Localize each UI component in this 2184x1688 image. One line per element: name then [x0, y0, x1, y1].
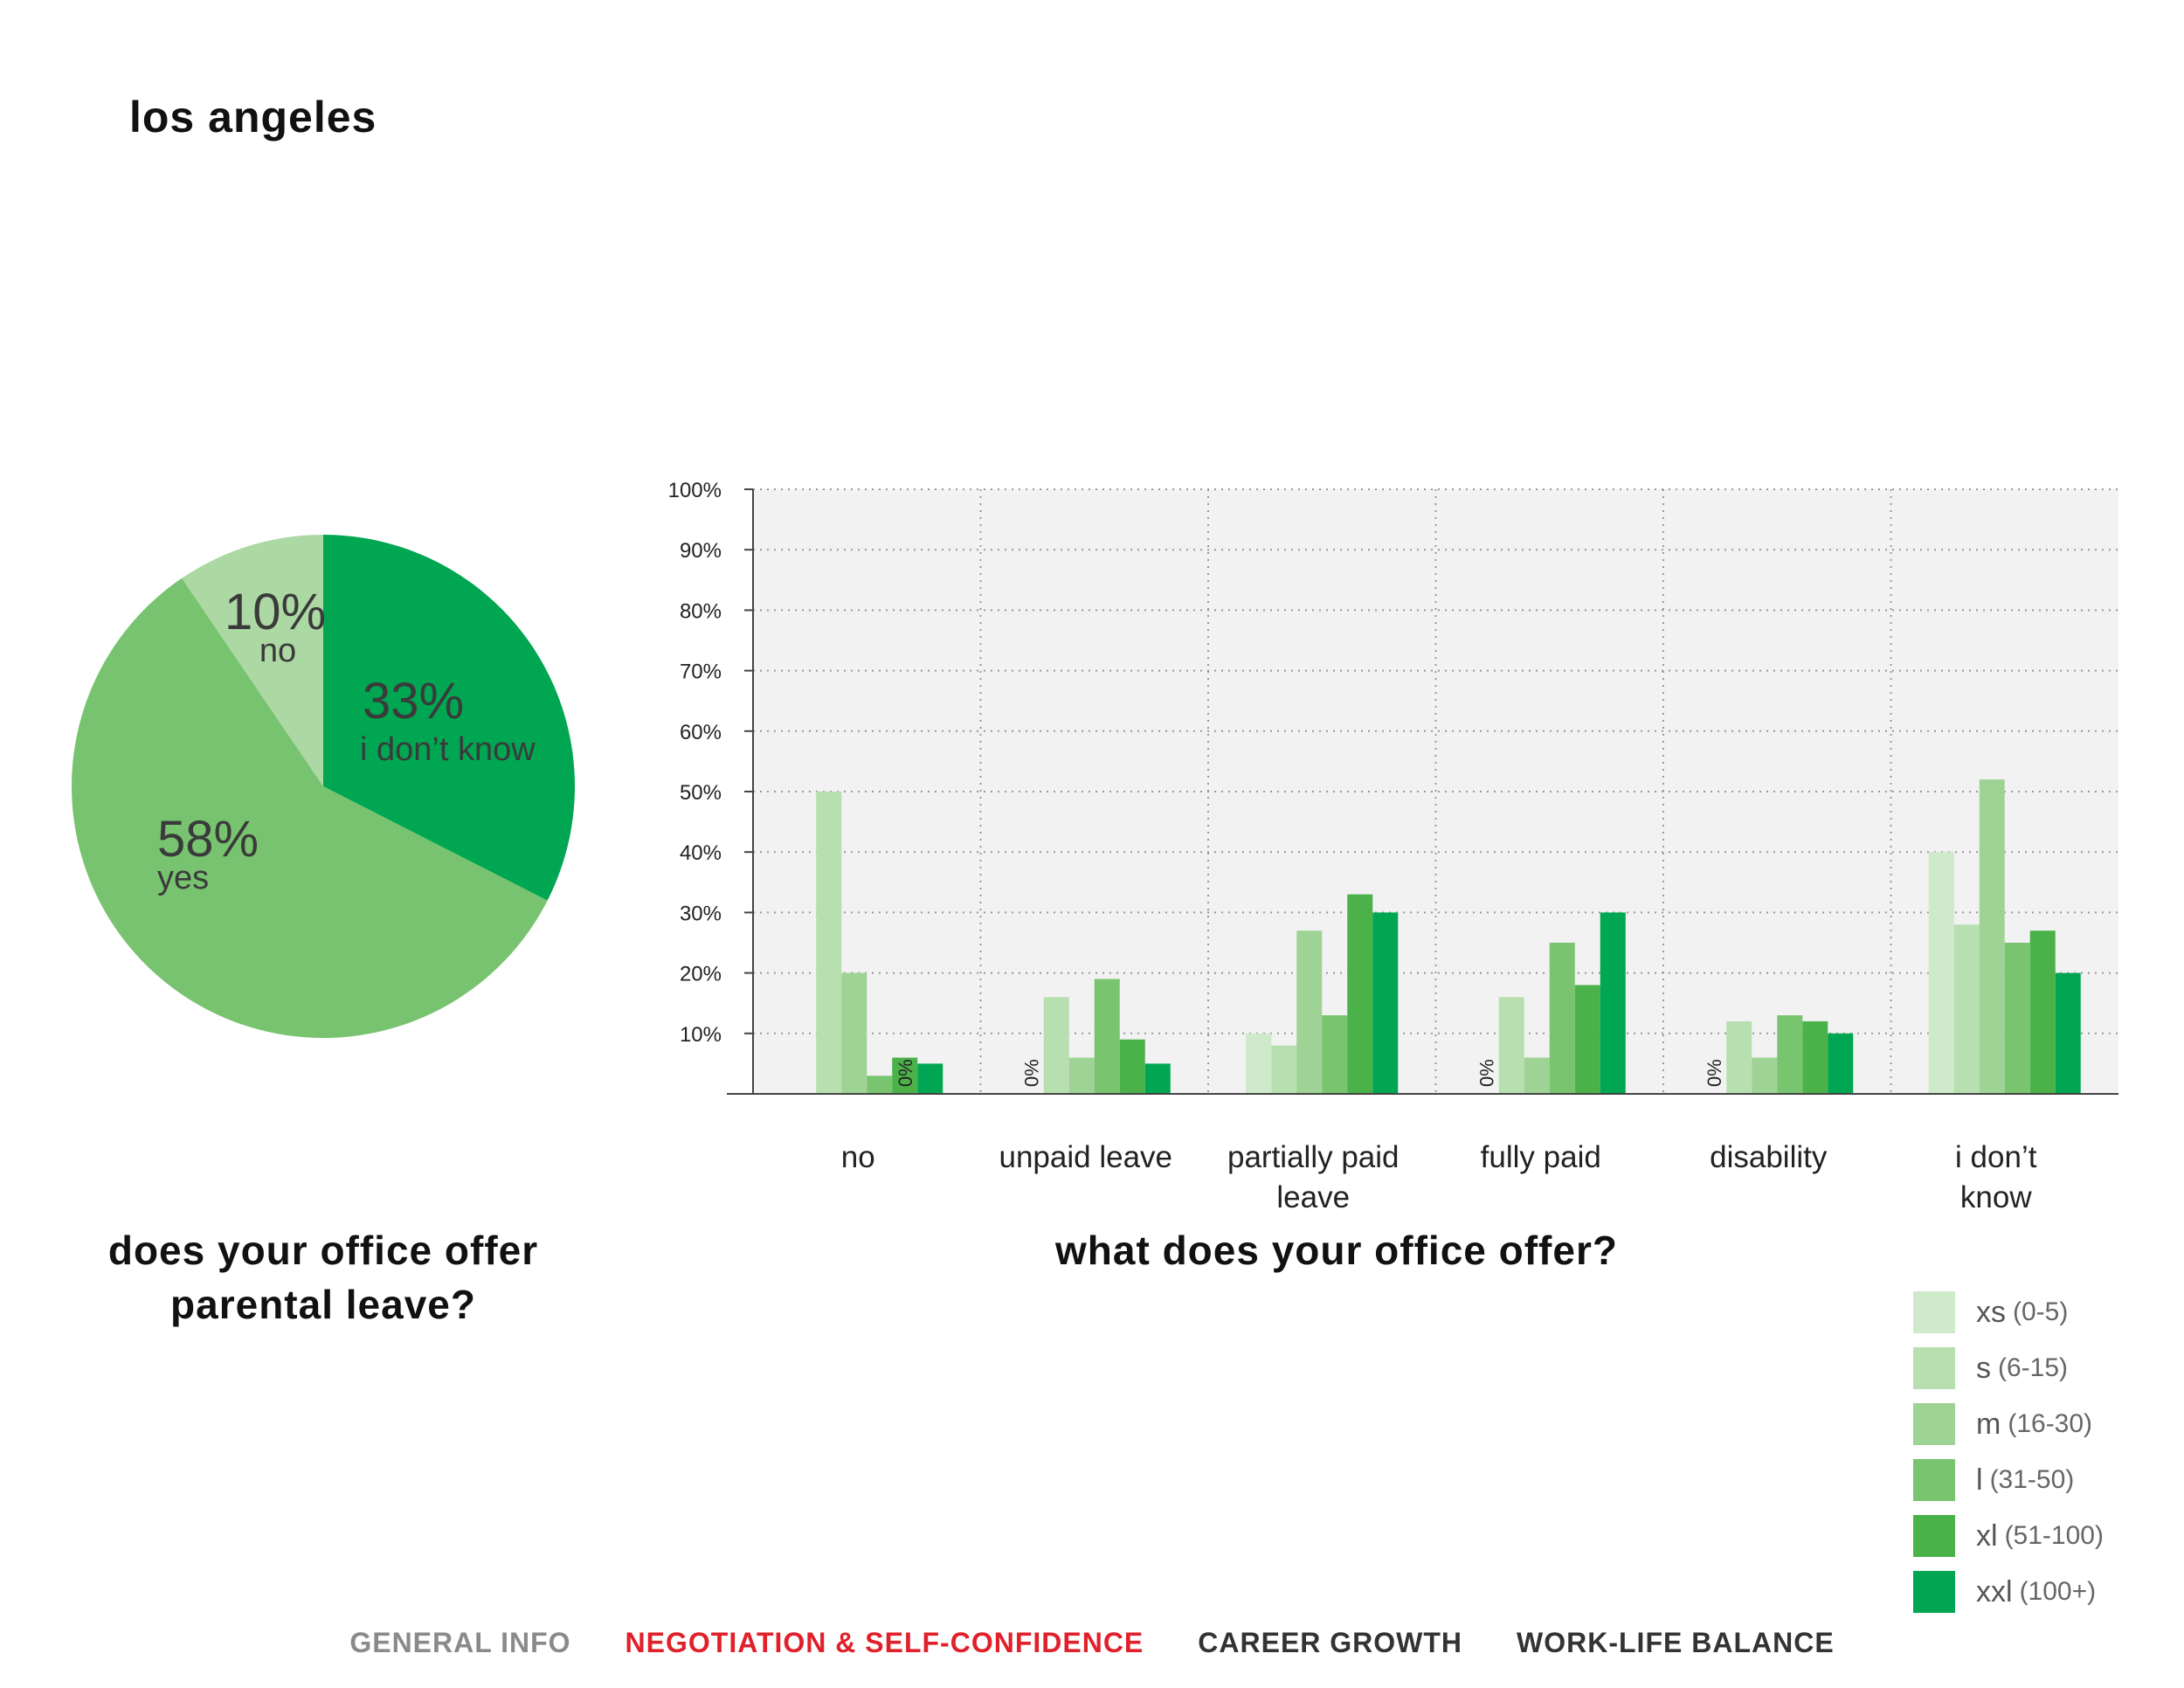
bar-xxl-0	[917, 1063, 943, 1094]
bar-xl-0	[892, 1057, 918, 1094]
y-tick-label: 70%	[680, 661, 722, 684]
pie-slice-i-don-t-know	[323, 535, 575, 901]
nav-career-growth[interactable]: CAREER GROWTH	[1198, 1627, 1463, 1658]
bar-xl-2	[1347, 894, 1373, 1094]
bar-m-3	[1524, 1057, 1550, 1094]
bar-s-1	[1043, 997, 1069, 1094]
bar-xs-5	[1928, 852, 1954, 1094]
x-category-label: fully paid	[1481, 1140, 1601, 1174]
pie-slice-yes	[71, 578, 548, 1038]
bar-l-4	[1777, 1015, 1803, 1094]
bar-xl-4	[1802, 1020, 1828, 1094]
legend-swatch	[1913, 1571, 1955, 1613]
legend-range: (31-50)	[1989, 1465, 2075, 1494]
y-tick-label: 20%	[680, 963, 722, 986]
bar-l-3	[1549, 943, 1575, 1094]
pie-pct-label: 10%	[225, 584, 326, 640]
zero-value-label: 0%	[1704, 1059, 1725, 1087]
legend-item-xs: xs (0-5)	[1913, 1284, 2140, 1340]
page-title: los angeles	[129, 93, 377, 142]
bar-xxl-2	[1372, 912, 1399, 1094]
x-category-label: leave	[1276, 1180, 1350, 1214]
legend-label: xxl	[1976, 1574, 2013, 1608]
legend-item-xxl: xxl (100+)	[1913, 1564, 2140, 1620]
bar-l-1	[1094, 979, 1120, 1094]
legend-label: xs	[1976, 1295, 2006, 1329]
nav-general-info[interactable]: GENERAL INFO	[349, 1627, 571, 1658]
pie-pct-label: 33%	[363, 673, 464, 730]
pie-category-label: yes	[157, 860, 209, 896]
bar-m-2	[1296, 930, 1323, 1094]
bar-xxl-1	[1144, 1063, 1171, 1094]
legend-label: l	[1976, 1463, 1983, 1497]
legend-swatch	[1913, 1515, 1955, 1557]
legend-range: (100+)	[2019, 1577, 2097, 1606]
pie-question-title: does your office offer parental leave?	[107, 1228, 539, 1327]
bar-xxl-4	[1828, 1033, 1854, 1094]
legend-item-l: l (31-50)	[1913, 1452, 2140, 1508]
x-category-label: partially paid	[1227, 1140, 1400, 1174]
bar-xl-5	[2029, 930, 2056, 1094]
bar-xxl-5	[2055, 972, 2081, 1094]
bar-m-5	[1979, 779, 2005, 1094]
y-tick-label: 90%	[680, 539, 722, 563]
legend-label: s	[1976, 1351, 1991, 1385]
bar-xl-3	[1574, 985, 1600, 1094]
y-tick-label: 10%	[680, 1023, 722, 1047]
chart-legend: xs (0-5) s (6-15) m (16-30) l (31-50) xl (51-100)…	[1913, 1284, 2140, 1620]
y-tick-label: 40%	[680, 841, 722, 865]
nav-work-life-balance[interactable]: WORK-LIFE BALANCE	[1517, 1627, 1835, 1658]
zero-value-label: 0%	[1020, 1059, 1042, 1087]
legend-item-s: s (6-15)	[1913, 1340, 2140, 1396]
legend-range: (16-30)	[2008, 1409, 2093, 1438]
legend-swatch	[1913, 1459, 1955, 1501]
pie-chart: 33%i don’t know 58%yes 10%no	[71, 535, 575, 1038]
bar-s-3	[1498, 997, 1524, 1094]
pie-category-label: no	[259, 633, 296, 669]
bar-s-2	[1271, 1045, 1297, 1094]
pie-category-label: i don’t know	[360, 731, 536, 768]
x-category-label: know	[1960, 1180, 2032, 1214]
bar-chart: 10% 20% 30% 40% 50% 60% 70% 80% 90% 100% 0% no 0% unp…	[668, 479, 2118, 1214]
x-category-label: i don’t	[1955, 1140, 2037, 1174]
y-tick-label: 80%	[680, 599, 722, 623]
bar-m-4	[1752, 1057, 1778, 1094]
bar-m-0	[841, 972, 867, 1094]
y-tick-label: 30%	[680, 902, 722, 925]
legend-item-m: m (16-30)	[1913, 1396, 2140, 1452]
nav-negotiation[interactable]: NEGOTIATION & SELF-CONFIDENCE	[625, 1627, 1144, 1658]
y-tick-label: 100%	[668, 479, 722, 502]
bar-xs-2	[1246, 1033, 1272, 1094]
legend-swatch	[1913, 1347, 1955, 1389]
y-tick-label: 50%	[680, 781, 722, 805]
bar-s-4	[1726, 1020, 1752, 1094]
bar-m-1	[1068, 1057, 1095, 1094]
x-category-label: unpaid leave	[999, 1140, 1173, 1174]
pie-pct-label: 58%	[157, 811, 259, 868]
zero-value-label: 0%	[1476, 1059, 1497, 1087]
bar-s-0	[816, 792, 842, 1094]
legend-range: (6-15)	[1998, 1353, 2069, 1382]
bar-l-5	[2004, 943, 2030, 1094]
pie-slice-no	[182, 535, 323, 786]
legend-range: (51-100)	[2004, 1521, 2104, 1550]
legend-label: xl	[1976, 1519, 1998, 1553]
bar-xxl-3	[1600, 912, 1626, 1094]
legend-item-xl: xl (51-100)	[1913, 1508, 2140, 1564]
x-category-label: no	[841, 1140, 875, 1174]
bar-l-2	[1322, 1015, 1348, 1094]
legend-swatch	[1913, 1403, 1955, 1445]
zero-value-label: 0%	[895, 1059, 916, 1087]
bar-s-5	[1953, 924, 1980, 1094]
bar-l-0	[867, 1076, 893, 1094]
bar-question-title: what does your office offer?	[1055, 1228, 1618, 1273]
bar-xl-1	[1119, 1039, 1145, 1094]
x-category-label: disability	[1710, 1140, 1828, 1174]
legend-swatch	[1913, 1291, 1955, 1333]
footer-nav: GENERAL INFO NEGOTIATION & SELF-CONFIDEN…	[0, 1627, 2184, 1659]
y-tick-label: 60%	[680, 721, 722, 744]
legend-range: (0-5)	[2013, 1297, 2069, 1326]
legend-label: m	[1976, 1407, 2001, 1441]
